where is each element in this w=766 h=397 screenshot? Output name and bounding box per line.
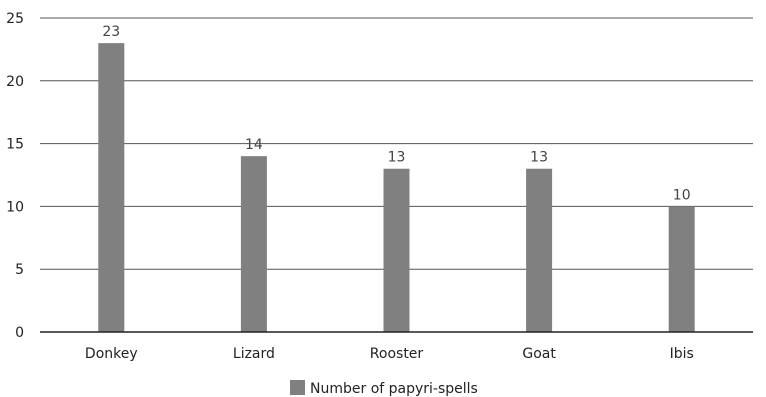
data-label: 14 bbox=[245, 137, 263, 153]
y-axis-tick-labels: 0 5 10 15 20 25 bbox=[6, 11, 24, 341]
data-labels: 23 14 13 13 10 bbox=[102, 24, 690, 203]
y-tick-label: 5 bbox=[15, 262, 24, 278]
y-tick-label: 15 bbox=[6, 137, 24, 153]
category-label: Rooster bbox=[370, 346, 424, 362]
legend-label: Number of papyri-spells bbox=[310, 381, 478, 397]
legend-swatch bbox=[290, 380, 305, 395]
bar bbox=[240, 156, 267, 332]
y-tick-label: 25 bbox=[6, 11, 24, 27]
bar bbox=[383, 168, 410, 332]
gridlines bbox=[40, 17, 753, 270]
legend: Number of papyri-spells bbox=[290, 380, 478, 397]
data-label: 23 bbox=[102, 24, 120, 40]
category-label: Goat bbox=[522, 346, 556, 362]
data-label: 13 bbox=[388, 150, 406, 166]
category-label: Donkey bbox=[85, 346, 138, 362]
bar bbox=[668, 206, 695, 332]
y-tick-label: 0 bbox=[15, 325, 24, 341]
bars bbox=[98, 43, 695, 333]
data-label: 10 bbox=[673, 187, 691, 203]
y-tick-label: 20 bbox=[6, 74, 24, 90]
bar bbox=[98, 43, 125, 333]
category-label: Ibis bbox=[670, 346, 694, 362]
category-label: Lizard bbox=[233, 346, 275, 362]
bar bbox=[526, 168, 553, 332]
y-tick-label: 10 bbox=[6, 199, 24, 215]
data-label: 13 bbox=[530, 150, 548, 166]
x-axis-category-labels: Donkey Lizard Rooster Goat Ibis bbox=[85, 346, 694, 362]
